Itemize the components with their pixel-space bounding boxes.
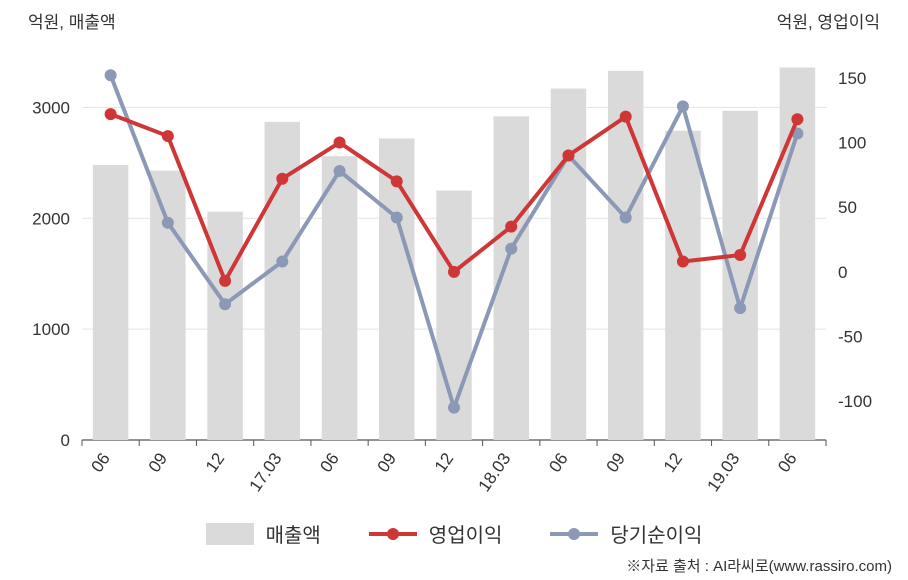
series-marker [620, 212, 632, 224]
series-marker [677, 100, 689, 112]
y-right-title: 억원, 영업이익 [777, 8, 880, 33]
legend-item-line2: 당기순이익 [550, 519, 702, 548]
series-marker [276, 173, 288, 185]
legend-label-bars: 매출액 [266, 519, 321, 548]
series-marker [276, 256, 288, 268]
y-left-tick-label: 0 [61, 431, 70, 450]
series-marker [505, 243, 517, 255]
y-left-tick-label: 2000 [32, 209, 70, 228]
x-tick-label: 17.03 [246, 449, 286, 495]
bar [93, 165, 128, 440]
x-tick-label: 09 [145, 449, 171, 475]
series-marker [391, 175, 403, 187]
x-tick-label: 06 [87, 449, 113, 475]
x-tick-label: 12 [660, 449, 686, 475]
series-marker [105, 108, 117, 120]
y-left-tick-label: 3000 [32, 98, 70, 117]
series-marker [448, 402, 460, 414]
series-marker [162, 217, 174, 229]
series-marker [448, 266, 460, 278]
bar [150, 171, 185, 440]
legend-item-line1: 영업이익 [369, 519, 503, 548]
series-marker [734, 302, 746, 314]
series-marker [791, 113, 803, 125]
x-tick-label: 12 [202, 449, 228, 475]
x-tick-label: 12 [431, 449, 457, 475]
x-tick-label: 09 [603, 449, 629, 475]
series-marker [734, 249, 746, 261]
y-right-tick-label: 0 [838, 263, 847, 282]
y-left-title: 억원, 매출액 [28, 8, 116, 33]
y-right-tick-label: 100 [838, 134, 866, 153]
y-right-tick-label: 50 [838, 198, 857, 217]
series-marker [219, 298, 231, 310]
y-right-tick-label: -100 [838, 392, 872, 411]
legend-item-bars: 매출액 [206, 519, 321, 548]
bar [665, 131, 700, 440]
series-marker [620, 111, 632, 123]
legend-label-line2: 당기순이익 [610, 519, 702, 548]
y-left-tick-label: 1000 [32, 320, 70, 339]
series-marker [505, 221, 517, 233]
legend-swatch-line2 [550, 524, 598, 544]
series-marker [162, 130, 174, 142]
x-tick-label: 19.03 [703, 449, 743, 495]
x-tick-label: 06 [316, 449, 342, 475]
series-marker [677, 256, 689, 268]
bar [551, 89, 586, 440]
y-right-tick-label: 150 [838, 69, 866, 88]
series-marker [391, 212, 403, 224]
bar [322, 156, 357, 440]
series-marker [219, 275, 231, 287]
series-marker [105, 69, 117, 81]
x-tick-label: 06 [774, 449, 800, 475]
chart-svg: 0 1000 2000 3000 -100 -50 0 50 100 150 06 09 12 17.03… [0, 0, 908, 580]
series-marker [334, 165, 346, 177]
legend-swatch-line1 [369, 524, 417, 544]
series-marker [562, 149, 574, 161]
y-right-tick-label: -50 [838, 328, 863, 347]
series-marker [334, 137, 346, 149]
chart-container: 억원, 매출액 억원, 영업이익 0 1000 2000 3000 -100 -50 0 50… [0, 0, 908, 580]
x-tick-label: 09 [374, 449, 400, 475]
x-tick-label: 06 [545, 449, 571, 475]
legend-label-line1: 영업이익 [429, 519, 503, 548]
source-text: ※자료 출처 : AI라씨로(www.rassiro.com) [626, 555, 892, 576]
legend: 매출액 영업이익 당기순이익 [0, 519, 908, 548]
legend-swatch-bar [206, 523, 254, 545]
x-tick-label: 18.03 [475, 449, 515, 495]
